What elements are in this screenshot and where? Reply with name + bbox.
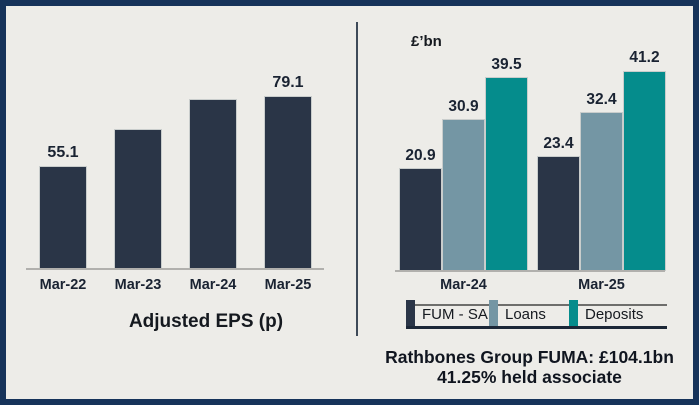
eps-cat-label: Mar-25 <box>264 277 312 293</box>
legend-label: Loans <box>505 306 546 323</box>
legend-swatch-navy <box>406 300 415 326</box>
eps-bar-mar-25-value-label: 79.1 <box>272 74 304 91</box>
funding-cat-mar-25: Mar-25 <box>537 277 666 293</box>
legend-bottom-rule <box>406 326 667 329</box>
funding-bar-deposits-mar-25-cell: 41.2 <box>623 50 666 271</box>
funding-group-mar-24: 20.9 30.9 39.5 <box>399 50 528 271</box>
funding-bar-fum-sa-mar-25-value-label: 23.4 <box>543 134 574 152</box>
eps-cat-mar-23: Mar-23 <box>114 277 162 293</box>
right-chart-unit-label: £’bn <box>411 33 442 50</box>
eps-bar-mar-25-cell: 79.1 <box>264 35 312 268</box>
legend-label: FUM - SA <box>422 306 488 323</box>
funding-chart-plot: 20.9 30.9 39.5 23.4 32.4 41.2 <box>399 50 666 271</box>
funding-bar-deposits-mar-24-cell: 39.5 <box>485 50 528 271</box>
eps-cat-label: Mar-23 <box>114 277 162 293</box>
eps-bar-mar-22 <box>39 166 87 268</box>
funding-x-axis-line <box>395 270 665 272</box>
eps-x-axis-labels: Mar-22 Mar-23 Mar-24 Mar-25 <box>26 277 337 293</box>
legend-items: FUM - SA Loans Deposits <box>406 300 667 329</box>
footnote-line-1: Rathbones Group FUMA: £104.1bn <box>385 347 674 367</box>
funding-bar-fum-sa-mar-25 <box>537 156 580 271</box>
legend-swatch-teal <box>569 300 578 326</box>
legend-label: Deposits <box>585 306 644 323</box>
eps-bar-mar-22-value-label: 55.1 <box>47 144 79 161</box>
funding-legend: FUM - SA Loans Deposits <box>406 300 667 329</box>
eps-cat-mar-22: Mar-22 <box>39 277 87 293</box>
legend-top-rule <box>406 304 667 306</box>
eps-bar-mar-23 <box>114 129 162 268</box>
funding-cat-label: Mar-24 <box>440 277 487 293</box>
footnote-line-2: 41.25% held associate <box>437 367 622 387</box>
funding-bar-loans-mar-24-cell: 30.9 <box>442 50 485 271</box>
eps-cat-label: Mar-22 <box>39 277 87 293</box>
funding-bar-fum-sa-mar-24-cell: 20.9 <box>399 50 442 271</box>
legend-item-fum-sa: FUM - SA <box>406 300 489 329</box>
eps-bar-mar-22-cell: 55.1 <box>39 35 87 268</box>
funding-bar-fum-sa-mar-24 <box>399 168 442 271</box>
legend-swatch-steel <box>489 300 498 326</box>
eps-bar-mar-24 <box>189 99 237 268</box>
funding-cat-mar-24: Mar-24 <box>399 277 528 293</box>
eps-cat-mar-25: Mar-25 <box>264 277 312 293</box>
funding-bar-fum-sa-mar-25-cell: 23.4 <box>537 50 580 271</box>
funding-bar-deposits-mar-24-value-label: 39.5 <box>491 55 522 73</box>
eps-cat-mar-24: Mar-24 <box>189 277 237 293</box>
legend-item-deposits: Deposits <box>569 300 667 329</box>
legend-item-loans: Loans <box>489 300 569 329</box>
funding-group-mar-25: 23.4 32.4 41.2 <box>537 50 666 271</box>
funding-bar-deposits-mar-25-value-label: 41.2 <box>629 49 660 66</box>
eps-bar-mar-23-cell <box>114 35 162 268</box>
funding-bar-fum-sa-mar-24-value-label: 20.9 <box>405 146 436 164</box>
funding-bar-loans-mar-25-value-label: 32.4 <box>586 90 617 108</box>
eps-cat-label: Mar-24 <box>189 277 237 293</box>
funding-bar-loans-mar-25-cell: 32.4 <box>580 50 623 271</box>
eps-bar-mar-24-cell <box>189 35 237 268</box>
funding-cat-label: Mar-25 <box>578 277 625 293</box>
funding-x-axis-labels: Mar-24 Mar-25 <box>399 277 665 293</box>
footnote: Rathbones Group FUMA: £104.1bn 41.25% he… <box>360 347 699 387</box>
funding-bar-loans-mar-24-value-label: 30.9 <box>448 97 479 115</box>
funding-bar-deposits-mar-25 <box>623 70 666 271</box>
eps-chart-plot: 55.1 79.1 <box>26 35 324 270</box>
funding-bar-deposits-mar-24 <box>485 77 528 271</box>
funding-bar-loans-mar-24 <box>442 119 485 271</box>
funding-bar-loans-mar-25 <box>580 112 623 271</box>
eps-bar-mar-25 <box>264 96 312 268</box>
panel-divider <box>356 22 358 336</box>
eps-chart-title: Adjusted EPS (p) <box>128 311 284 332</box>
